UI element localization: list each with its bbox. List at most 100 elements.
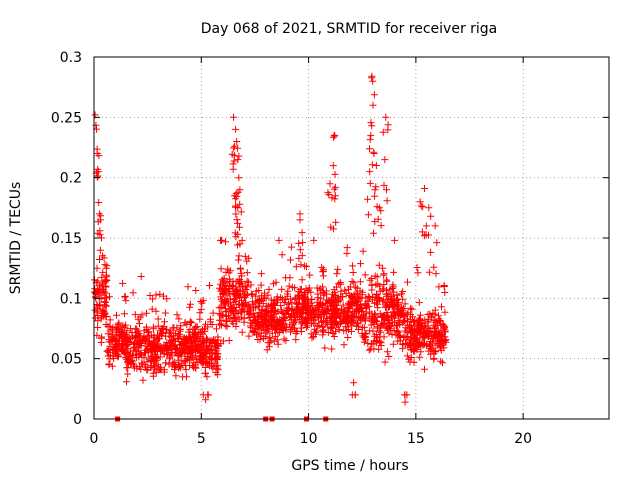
data-point [99, 268, 107, 276]
data-point [379, 128, 387, 136]
data-point [424, 311, 432, 318]
data-point [94, 172, 102, 180]
data-point [380, 181, 388, 189]
data-point [235, 300, 243, 308]
data-point [182, 366, 190, 374]
data-point [126, 325, 134, 333]
data-point [285, 304, 293, 312]
data-point [287, 243, 295, 251]
data-point [278, 251, 286, 259]
data-point [415, 299, 423, 307]
data-point [221, 286, 229, 293]
data-point [387, 321, 395, 329]
data-point [213, 349, 221, 357]
data-point [383, 348, 391, 356]
data-point [221, 296, 228, 304]
data-point [231, 192, 239, 200]
data-point [329, 329, 337, 337]
data-point [160, 350, 168, 358]
data-point [138, 311, 146, 319]
data-point [255, 287, 263, 294]
data-point [416, 198, 424, 206]
data-point [361, 301, 369, 309]
data-point [206, 282, 213, 289]
data-point [427, 248, 435, 256]
data-point [149, 369, 157, 377]
y-axis-label: SRMTID / TECUs [8, 182, 24, 295]
data-point [108, 362, 116, 370]
data-point [162, 359, 169, 367]
data-point [247, 281, 255, 289]
data-point [293, 300, 300, 308]
data-point [102, 283, 110, 291]
data-point [348, 321, 356, 329]
data-point [302, 263, 310, 271]
data-point [104, 322, 112, 330]
data-point [234, 230, 242, 238]
data-point [260, 327, 268, 335]
data-point [292, 336, 300, 344]
data-point [268, 329, 276, 337]
data-point [389, 283, 397, 291]
data-point [335, 326, 343, 334]
data-point [285, 282, 293, 290]
data-point [437, 332, 445, 340]
data-point [375, 204, 383, 212]
data-point [439, 341, 447, 349]
data-point [441, 289, 449, 296]
data-point [145, 328, 153, 336]
data-point [370, 229, 377, 237]
data-point [123, 378, 130, 386]
data-point [311, 306, 319, 314]
data-point [136, 320, 143, 328]
y-tick-label: 0.15 [51, 231, 82, 247]
data-point [142, 363, 150, 371]
data-point [218, 236, 225, 244]
data-point [247, 319, 255, 327]
data-point [291, 307, 299, 315]
data-point [177, 325, 184, 333]
data-points [90, 72, 450, 422]
data-point [331, 170, 339, 178]
data-point [203, 334, 210, 342]
data-point [368, 122, 376, 130]
data-point [91, 314, 99, 322]
data-point [371, 186, 379, 194]
data-point [423, 332, 431, 340]
data-point [292, 294, 300, 302]
data-point [383, 197, 391, 205]
data-point [228, 318, 236, 325]
data-point [213, 325, 220, 333]
data-point [313, 322, 321, 330]
data-point [95, 210, 103, 218]
data-point [421, 185, 428, 192]
data-point [332, 312, 340, 320]
data-point [417, 348, 425, 356]
data-point [240, 314, 248, 322]
data-point [298, 276, 306, 284]
data-point [274, 340, 282, 348]
data-point [275, 236, 283, 244]
data-point [339, 301, 347, 309]
data-point [367, 119, 375, 127]
data-point [312, 330, 320, 338]
data-point [306, 271, 314, 279]
data-point [385, 329, 393, 337]
data-point [384, 121, 392, 129]
data-point [234, 241, 241, 249]
x-tick-label: 5 [197, 431, 206, 447]
data-point [301, 262, 309, 270]
data-point [150, 357, 158, 365]
data-point [330, 185, 338, 193]
data-point [277, 302, 285, 310]
data-point [287, 310, 295, 318]
data-point [245, 254, 253, 262]
data-point [319, 327, 326, 335]
y-tick-label: 0.25 [51, 110, 82, 126]
data-point [298, 229, 306, 237]
data-point [420, 232, 428, 240]
data-point [124, 370, 132, 378]
data-point [326, 180, 334, 188]
data-point [237, 306, 245, 314]
data-point [421, 316, 429, 324]
